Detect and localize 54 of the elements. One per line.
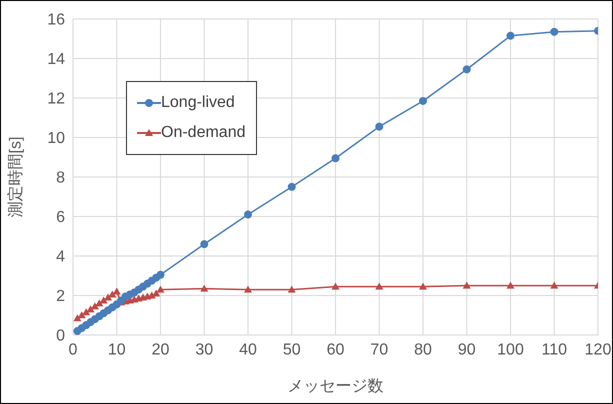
point [82, 308, 90, 316]
point [375, 282, 384, 290]
x-tick-label: 110 [541, 341, 568, 358]
point [104, 293, 112, 300]
x-tick-label: 50 [282, 341, 301, 358]
point [550, 282, 558, 289]
point [244, 210, 252, 219]
x-tick-label: 0 [68, 341, 78, 358]
point [78, 311, 86, 318]
point [200, 240, 208, 248]
y-tick-label: 0 [56, 328, 66, 345]
point [419, 96, 427, 105]
point [288, 182, 296, 191]
x-tick-label: 10 [108, 341, 126, 358]
point [156, 270, 164, 279]
point [288, 286, 296, 293]
x-tick-label: 80 [414, 341, 432, 358]
y-tick-label: 10 [47, 130, 66, 148]
point [506, 282, 514, 289]
point [506, 32, 514, 40]
y-tick-label: 14 [47, 51, 66, 68]
x-tick-label: 60 [326, 341, 344, 358]
point [156, 286, 164, 293]
legend-label: Long-lived [161, 94, 235, 112]
y-tick-label: 4 [56, 248, 66, 266]
point [100, 296, 108, 304]
y-tick-label: 12 [47, 90, 66, 108]
y-tick-label: 6 [56, 209, 66, 226]
x-tick-label: 70 [370, 341, 388, 358]
x-tick-label: 30 [195, 341, 214, 358]
y-tick-label: 2 [56, 288, 66, 306]
point [332, 282, 340, 290]
point [375, 122, 384, 131]
point [244, 286, 252, 293]
point [550, 28, 558, 36]
y-tick-label: 8 [56, 170, 66, 187]
x-tick-label: 20 [152, 341, 170, 358]
point [108, 290, 116, 298]
x-tick-label: 40 [239, 341, 257, 358]
x-axis-title: メッセージ数 [288, 378, 384, 395]
x-tick-label: 120 [584, 341, 612, 358]
x-tick-label: 90 [458, 341, 476, 358]
point [332, 154, 340, 162]
y-tick-label: 16 [47, 12, 66, 29]
point [419, 282, 427, 290]
legend-label: On-demand [161, 124, 246, 142]
point [462, 282, 471, 289]
point [112, 288, 121, 295]
y-axis-title: 測定時間[s] [6, 136, 25, 218]
point [95, 299, 104, 306]
x-tick-label: 100 [497, 341, 524, 358]
point [200, 284, 208, 292]
point [462, 65, 471, 74]
point [86, 305, 94, 312]
